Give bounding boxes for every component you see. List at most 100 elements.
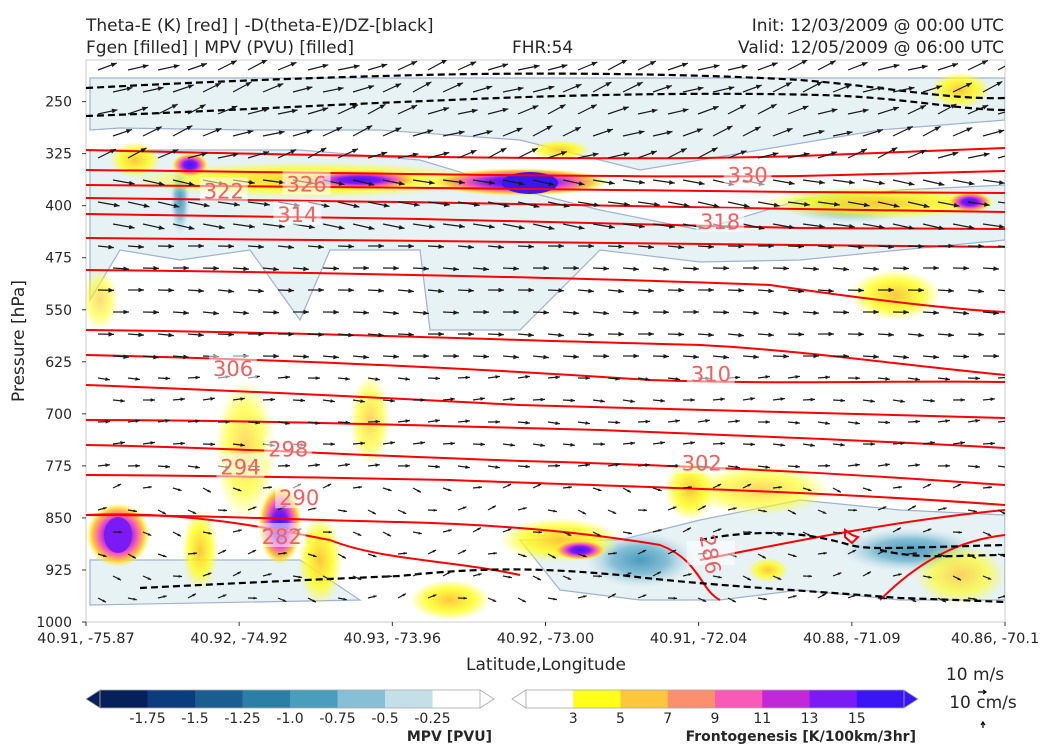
wind-vector-head — [738, 243, 744, 249]
wind-vector-head — [771, 62, 778, 67]
wind-vector-head — [608, 224, 615, 229]
wind-vector-head — [975, 419, 980, 423]
wind-vector-head — [210, 442, 215, 447]
wind-vector-head — [1011, 152, 1017, 157]
wind-vector-head — [693, 309, 699, 315]
wind-vector-head — [462, 506, 467, 510]
theta-e-label-bg — [282, 170, 331, 195]
wind-vector-head — [210, 397, 215, 401]
wind-vector-head — [753, 310, 759, 316]
wind-vector-head — [178, 488, 182, 491]
wind-vector-head — [675, 419, 680, 423]
wind-vector-head — [838, 531, 842, 535]
wind-vector-head — [908, 225, 915, 230]
wind-vector-head — [288, 288, 294, 293]
wind-vector-head — [500, 148, 507, 153]
wind-vector-head — [533, 64, 540, 69]
wind-vector-head — [357, 533, 362, 536]
wind-vector-head — [468, 244, 474, 250]
wind-vector-head — [831, 108, 838, 113]
wind-vector-head — [678, 244, 684, 250]
wind-vector-head — [915, 419, 920, 424]
colorbar-swatch — [290, 690, 338, 708]
vector-key-horizontal: 10 m/s — [946, 665, 1004, 685]
x-axis-label: Latitude,Longitude — [466, 655, 626, 675]
wind-vector-head — [249, 224, 255, 229]
colorbar-frame — [525, 689, 905, 709]
wind-vector-head — [290, 62, 297, 67]
wind-vector-head — [418, 531, 422, 535]
wind-vector-head — [798, 288, 804, 294]
theta-e-label: 314 — [277, 203, 317, 227]
wind-vector-head — [315, 463, 320, 467]
wind-vector-head — [186, 125, 193, 131]
wind-vector-head — [117, 577, 121, 581]
wind-vector-head — [804, 201, 810, 207]
wind-vector-head — [690, 441, 695, 445]
wind-vector-head — [957, 577, 961, 581]
colorbar-tick-label: -1.5 — [181, 711, 208, 727]
colorbar-tick-label: 15 — [848, 711, 866, 727]
wind-vector-head — [953, 202, 960, 208]
init-time: Init: 12/03/2009 @ 00:00 UTC — [752, 16, 1004, 36]
wind-vector-head — [423, 353, 429, 359]
wind-vector-head — [840, 398, 845, 403]
wind-vector-head — [930, 398, 935, 403]
wind-vector-head — [893, 106, 899, 112]
wind-vector — [997, 553, 1005, 557]
wind-vector-head — [675, 377, 680, 381]
wind-vector-head — [353, 203, 360, 208]
wind-vector-head — [480, 397, 485, 401]
y-tick-label: 925 — [45, 563, 72, 579]
wind-vector-head — [711, 147, 718, 153]
wind-vector-head — [785, 82, 792, 87]
wind-vector-head — [435, 376, 440, 381]
wind-vector-head — [495, 465, 500, 469]
wind-vector-head — [912, 505, 916, 509]
wind-vector-head — [308, 224, 315, 229]
wind-vector-head — [513, 266, 519, 271]
x-tick-label: 40.86, -70.1 — [951, 631, 1039, 647]
wind-vector-head — [555, 463, 560, 468]
wind-vector-head — [639, 223, 645, 229]
wind-vector-head — [352, 104, 358, 110]
wind-vector-head — [518, 225, 525, 230]
wind-vector-head — [128, 180, 135, 186]
wind-vector-head — [768, 288, 774, 294]
wind-vector-head — [858, 244, 864, 250]
colorbar-frame — [99, 689, 481, 709]
wind-vector-head — [870, 442, 875, 446]
wind-vector-head — [663, 354, 669, 359]
wind-vector-head — [998, 129, 1005, 134]
y-axis: 250 325 400 475 550 625 700 775 850 925 1000 — [36, 95, 86, 631]
wind-vector-head — [968, 224, 975, 230]
wind-vector-head — [717, 484, 722, 487]
wind-vector-head — [162, 511, 166, 515]
wind-vector-head — [323, 203, 330, 208]
wind-vector-head — [357, 577, 362, 580]
wind-vector-head — [968, 180, 975, 186]
x-tick-label: 40.92, -74.92 — [190, 631, 287, 647]
wind-vector-head — [105, 419, 110, 424]
wind-vector-head — [793, 595, 797, 598]
wind-vector-head — [825, 421, 830, 425]
wind-vector-head — [453, 353, 459, 359]
wind-vector-head — [315, 421, 320, 425]
wind-vector-head — [913, 552, 917, 555]
wind-vector-head — [855, 463, 860, 467]
wind-vector-head — [645, 377, 650, 381]
wind-vector-head — [168, 243, 174, 249]
wind-vector-head — [690, 398, 695, 402]
y-tick-label: 325 — [45, 147, 72, 163]
wind-vector-head — [615, 463, 620, 467]
wind-vector-head — [982, 105, 989, 110]
wind-vector-head — [458, 130, 465, 135]
wind-vector-head — [465, 375, 470, 380]
wind-vector-head — [612, 511, 617, 514]
wind-vector-head — [920, 105, 926, 110]
wind-vector-head — [517, 86, 524, 92]
wind-vector-head — [498, 244, 504, 250]
wind-vector-head — [1008, 244, 1014, 249]
wind-vector-head — [390, 398, 395, 403]
